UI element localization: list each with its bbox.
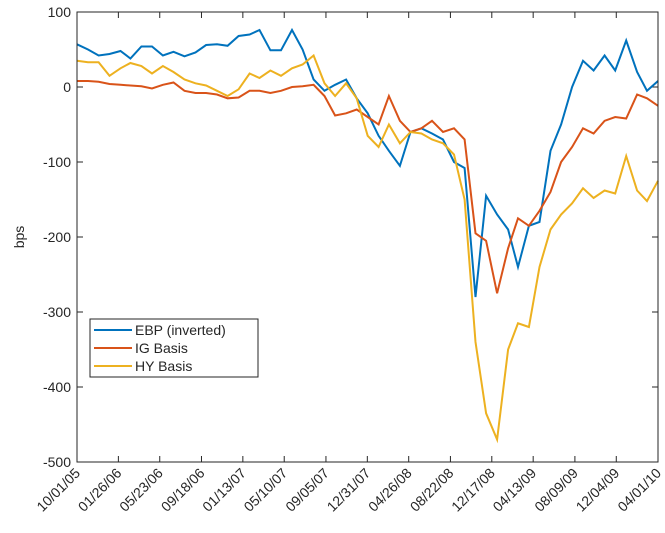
y-tick-label: -100 xyxy=(43,154,71,170)
x-tick-label: 12/04/09 xyxy=(573,465,623,515)
line-series xyxy=(77,80,659,294)
y-tick-label: -300 xyxy=(43,304,71,320)
y-tick-label: 0 xyxy=(63,79,71,95)
y-tick-label: 100 xyxy=(48,4,72,20)
x-tick-label: 04/26/08 xyxy=(365,465,415,515)
x-tick-label: 08/22/08 xyxy=(407,465,457,515)
y-axis-label: bps xyxy=(11,226,27,249)
y-tick-label: -500 xyxy=(43,454,71,470)
legend-label: IG Basis xyxy=(135,340,188,356)
line-series xyxy=(76,27,659,298)
y-tick-label: -200 xyxy=(43,229,71,245)
line-series xyxy=(76,53,659,444)
x-tick-label: 01/13/07 xyxy=(199,465,249,515)
x-tick-label: 01/26/06 xyxy=(75,465,125,515)
plot-area xyxy=(77,12,658,462)
x-tick-label: 12/31/07 xyxy=(324,465,374,515)
legend-label: HY Basis xyxy=(135,358,192,374)
x-tick-label: 09/18/06 xyxy=(158,465,208,515)
plot-frame xyxy=(76,11,659,463)
legend-label: EBP (inverted) xyxy=(135,322,226,338)
y-tick-label: -400 xyxy=(43,379,71,395)
x-tick-label: 05/23/06 xyxy=(116,465,166,515)
x-tick-label: 12/17/08 xyxy=(448,465,498,515)
x-tick-label: 09/05/07 xyxy=(282,465,332,515)
x-tick-label: 05/10/07 xyxy=(240,465,290,515)
x-tick-label: 04/01/10 xyxy=(614,465,664,515)
x-tick-label: 10/01/05 xyxy=(33,465,83,515)
legend: EBP (inverted) IG Basis HY Basis xyxy=(89,318,259,378)
x-tick-label: 08/09/09 xyxy=(531,465,581,515)
x-tick-label: 04/13/09 xyxy=(489,465,539,515)
